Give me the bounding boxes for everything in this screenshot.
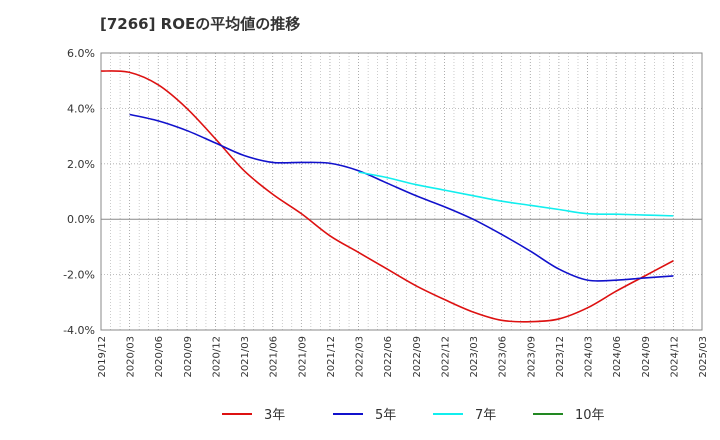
x-tick-label: 2023/03 <box>469 336 480 378</box>
x-tick-label: 2020/03 <box>126 336 137 378</box>
x-tick-label: 2022/03 <box>355 336 366 378</box>
x-tick-label: 2025/03 <box>698 336 709 378</box>
x-tick-label: 2020/09 <box>183 336 194 378</box>
y-tick-label: -4.0% <box>63 324 95 337</box>
plot-border <box>100 52 703 331</box>
series-line-2 <box>358 171 674 217</box>
x-tick-label: 2022/12 <box>440 336 451 378</box>
legend-layer: 3年 5年 7年 10年 <box>222 408 605 423</box>
series-line-0 <box>100 70 674 323</box>
x-tick-label: 2022/09 <box>412 336 423 378</box>
x-tick-label: 2019/12 <box>97 336 108 378</box>
legend-label-0: 3年 <box>264 408 285 423</box>
series-layer <box>100 70 674 323</box>
legend-label-1: 5年 <box>375 408 396 423</box>
x-tick-label: 2023/09 <box>526 336 537 378</box>
x-tick-label: 2024/09 <box>641 336 652 378</box>
x-tick-label: 2024/03 <box>584 336 595 378</box>
y-tick-label: -2.0% <box>63 269 95 282</box>
x-tick-label: 2021/03 <box>240 336 251 378</box>
y-tick-label: 2.0% <box>67 158 95 171</box>
x-tick-label: 2020/12 <box>211 336 222 378</box>
grid-layer <box>100 52 703 331</box>
x-tick-label: 2020/06 <box>154 336 165 378</box>
axis-layer: 6.0% 4.0% 2.0% 0.0% -2.0% -4.0%2019/12 2020/03… <box>63 47 709 378</box>
y-tick-label: 6.0% <box>67 47 95 60</box>
x-tick-label: 2021/06 <box>269 336 280 378</box>
x-tick-label: 2023/06 <box>498 336 509 378</box>
x-tick-label: 2022/06 <box>383 336 394 378</box>
series-line-1 <box>129 113 674 282</box>
x-tick-label: 2021/09 <box>297 336 308 378</box>
x-tick-label: 2023/12 <box>555 336 566 378</box>
x-tick-label: 2024/12 <box>669 336 680 378</box>
y-tick-label: 4.0% <box>67 102 95 115</box>
chart-title: [7266] ROEの平均値の推移 <box>100 15 301 33</box>
y-tick-label: 0.0% <box>67 213 95 226</box>
x-tick-label: 2021/12 <box>326 336 337 378</box>
legend-label-2: 7年 <box>475 408 496 423</box>
legend-label-3: 10年 <box>575 408 605 423</box>
x-tick-label: 2024/06 <box>612 336 623 378</box>
